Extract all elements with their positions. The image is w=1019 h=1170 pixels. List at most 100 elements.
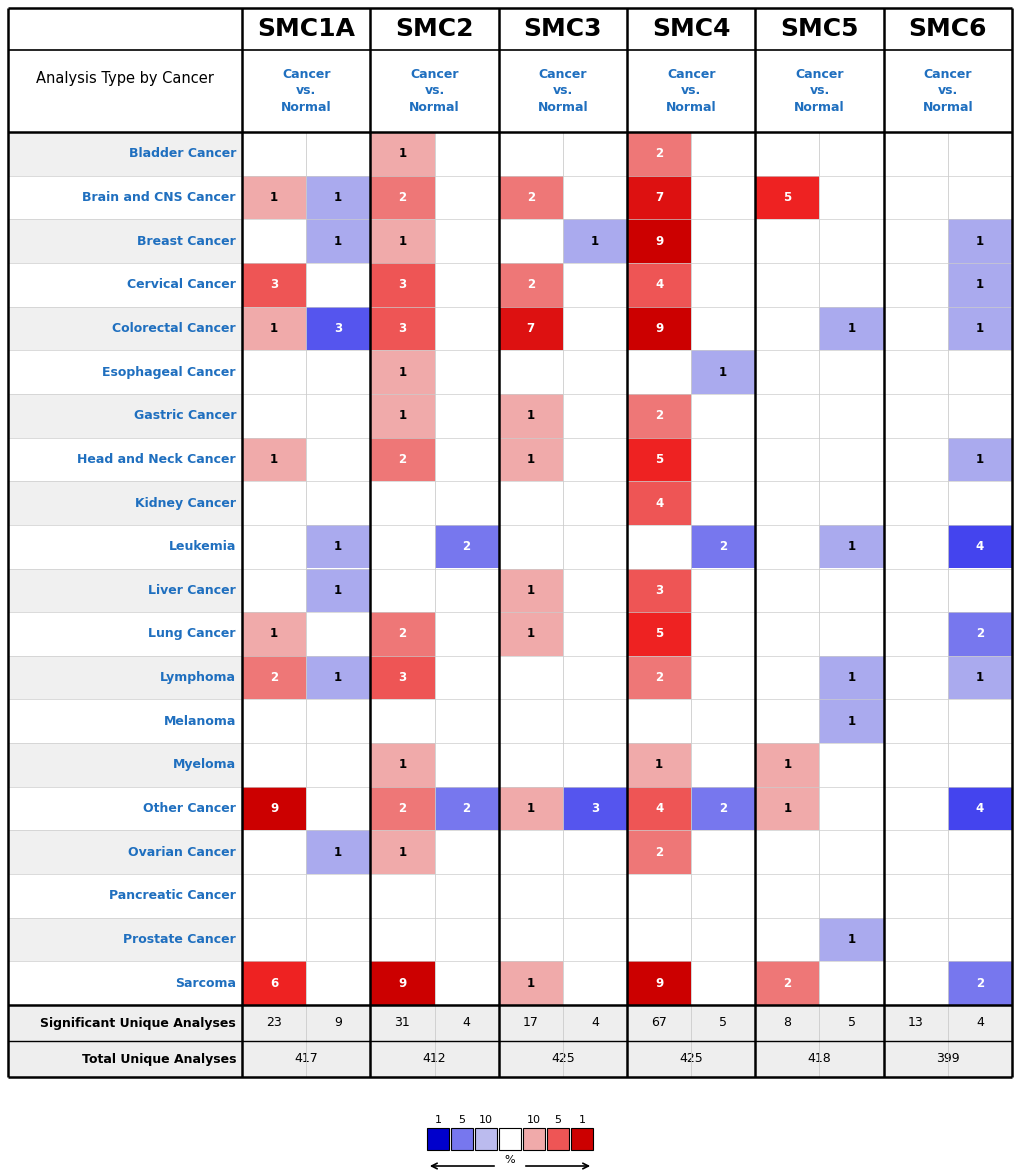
Bar: [818, 656, 882, 700]
Text: 417: 417: [294, 1053, 318, 1066]
Text: 4: 4: [590, 1017, 598, 1030]
Text: 5: 5: [654, 627, 662, 640]
Bar: [8, 8, 1011, 50]
Text: Gastric Cancer: Gastric Cancer: [133, 410, 235, 422]
Text: 4: 4: [654, 278, 662, 291]
Text: Total Unique Analyses: Total Unique Analyses: [82, 1053, 235, 1066]
Text: 1: 1: [270, 627, 278, 640]
Bar: [498, 176, 562, 219]
Text: 2: 2: [654, 410, 662, 422]
Bar: [370, 263, 434, 307]
Text: 1: 1: [718, 365, 727, 379]
Text: 13: 13: [907, 1017, 923, 1030]
Bar: [562, 786, 627, 831]
Bar: [8, 612, 242, 656]
Bar: [450, 1128, 473, 1150]
Text: 1: 1: [270, 453, 278, 466]
Bar: [427, 1128, 448, 1150]
Bar: [498, 307, 562, 350]
Text: Lymphoma: Lymphoma: [160, 672, 235, 684]
Text: 1: 1: [526, 627, 534, 640]
Text: Cancer
vs.
Normal: Cancer vs. Normal: [409, 68, 460, 113]
Bar: [8, 743, 242, 786]
Text: 1: 1: [526, 977, 534, 990]
Text: 67: 67: [650, 1017, 666, 1030]
Bar: [475, 1128, 496, 1150]
Text: 1: 1: [398, 758, 407, 771]
Bar: [242, 263, 306, 307]
Bar: [306, 219, 370, 263]
Bar: [370, 656, 434, 700]
Bar: [370, 612, 434, 656]
Bar: [498, 1128, 521, 1150]
Bar: [818, 525, 882, 569]
Text: 1: 1: [975, 278, 983, 291]
Bar: [947, 307, 1011, 350]
Bar: [8, 481, 242, 525]
Bar: [947, 438, 1011, 481]
Text: Bladder Cancer: Bladder Cancer: [128, 147, 235, 160]
Text: 2: 2: [526, 191, 534, 204]
Bar: [434, 786, 498, 831]
Bar: [947, 612, 1011, 656]
Text: 1: 1: [975, 672, 983, 684]
Bar: [947, 786, 1011, 831]
Bar: [627, 438, 691, 481]
Text: 2: 2: [462, 803, 470, 815]
Text: SMC6: SMC6: [908, 18, 986, 41]
Text: %: %: [504, 1155, 515, 1165]
Text: Other Cancer: Other Cancer: [143, 803, 235, 815]
Text: 2: 2: [398, 803, 407, 815]
Text: 31: 31: [394, 1017, 410, 1030]
Bar: [8, 219, 242, 263]
Text: 412: 412: [422, 1053, 446, 1066]
Text: 1: 1: [526, 453, 534, 466]
Bar: [8, 656, 242, 700]
Text: Kidney Cancer: Kidney Cancer: [135, 496, 235, 509]
Bar: [498, 962, 562, 1005]
Bar: [370, 962, 434, 1005]
Bar: [8, 350, 242, 394]
Text: 1: 1: [526, 803, 534, 815]
Text: 3: 3: [334, 322, 342, 335]
Bar: [546, 1128, 569, 1150]
Text: 5: 5: [783, 191, 791, 204]
Bar: [627, 481, 691, 525]
Text: 8: 8: [783, 1017, 791, 1030]
Bar: [627, 786, 691, 831]
Bar: [306, 569, 370, 612]
Text: 7: 7: [526, 322, 534, 335]
Text: 1: 1: [270, 322, 278, 335]
Text: Significant Unique Analyses: Significant Unique Analyses: [40, 1017, 235, 1030]
Text: 3: 3: [398, 322, 407, 335]
Text: 1: 1: [975, 235, 983, 248]
Text: 2: 2: [270, 672, 278, 684]
Bar: [8, 438, 242, 481]
Bar: [370, 176, 434, 219]
Bar: [8, 263, 242, 307]
Text: 4: 4: [463, 1017, 470, 1030]
Text: 2: 2: [975, 627, 983, 640]
Text: 2: 2: [398, 191, 407, 204]
Bar: [370, 743, 434, 786]
Text: 1: 1: [334, 672, 342, 684]
Bar: [8, 132, 242, 176]
Text: 1: 1: [783, 758, 791, 771]
Text: 2: 2: [718, 803, 727, 815]
Text: 1: 1: [847, 672, 855, 684]
Text: 2: 2: [398, 627, 407, 640]
Text: 10: 10: [479, 1115, 492, 1126]
Bar: [627, 132, 691, 176]
Bar: [8, 1005, 1011, 1041]
Text: 5: 5: [554, 1115, 560, 1126]
Text: 1: 1: [398, 365, 407, 379]
Bar: [627, 831, 691, 874]
Text: 9: 9: [654, 235, 662, 248]
Bar: [8, 525, 242, 569]
Bar: [627, 263, 691, 307]
Bar: [947, 219, 1011, 263]
Text: Cancer
vs.
Normal: Cancer vs. Normal: [921, 68, 972, 113]
Text: 1: 1: [270, 191, 278, 204]
Bar: [242, 786, 306, 831]
Text: 399: 399: [935, 1053, 959, 1066]
